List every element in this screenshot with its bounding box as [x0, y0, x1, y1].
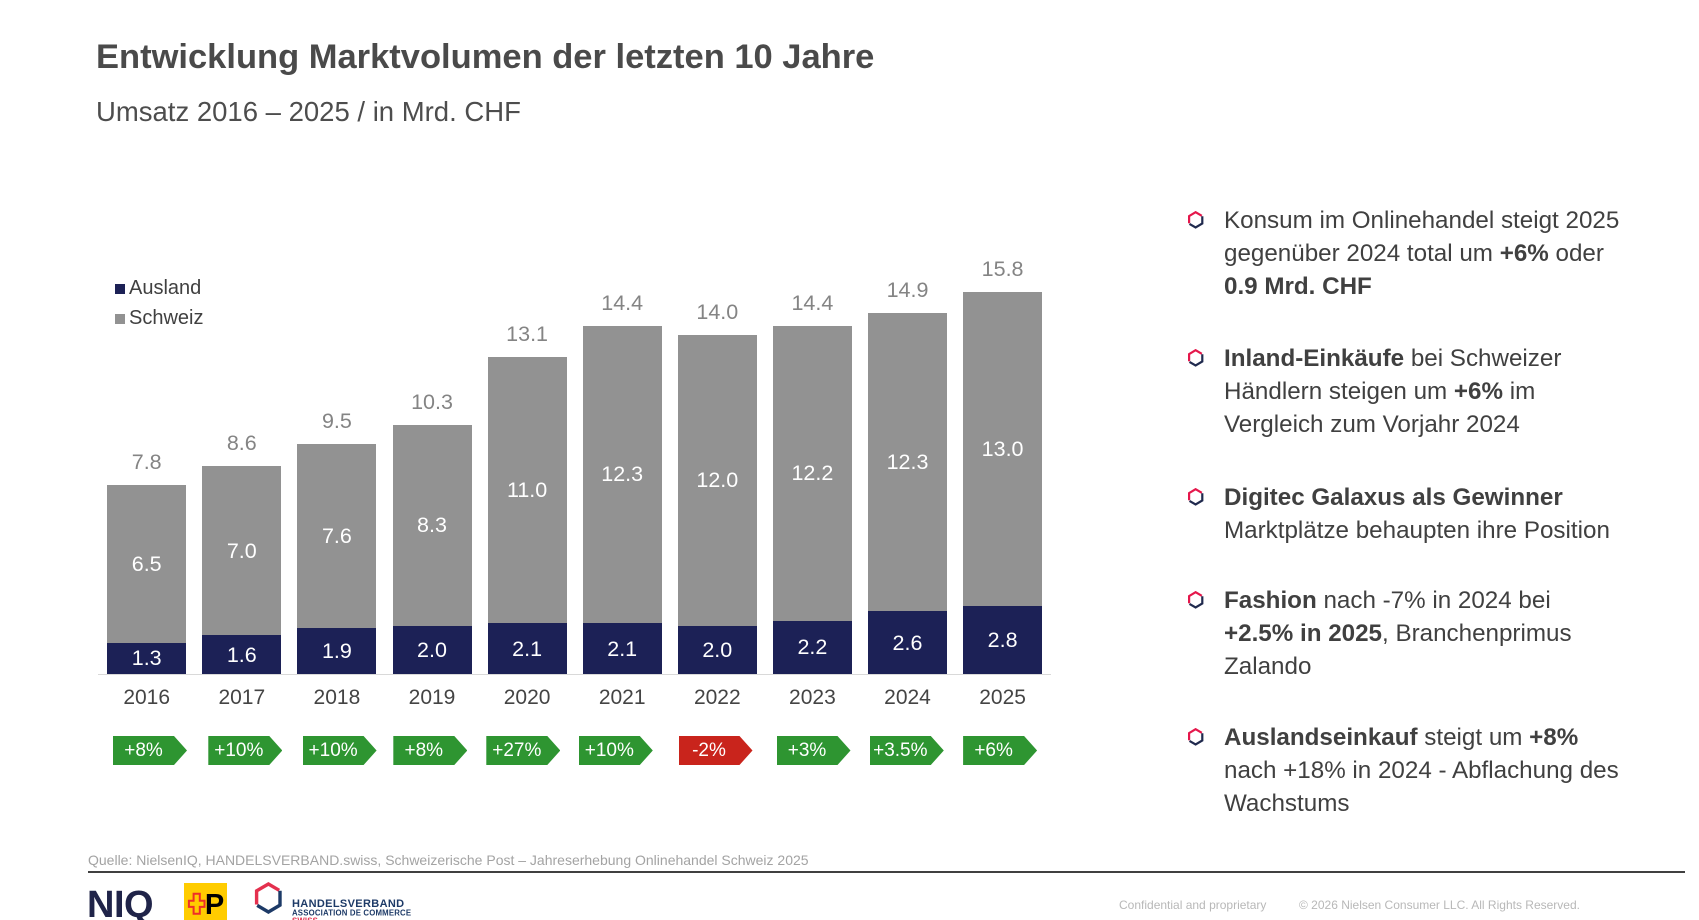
svg-text:P: P	[205, 889, 224, 920]
svg-text:SWISS: SWISS	[292, 917, 318, 920]
svg-text:HANDELSVERBAND: HANDELSVERBAND	[292, 898, 404, 910]
svg-text:ASSOCIATION DE COMMERCE: ASSOCIATION DE COMMERCE	[292, 909, 411, 918]
